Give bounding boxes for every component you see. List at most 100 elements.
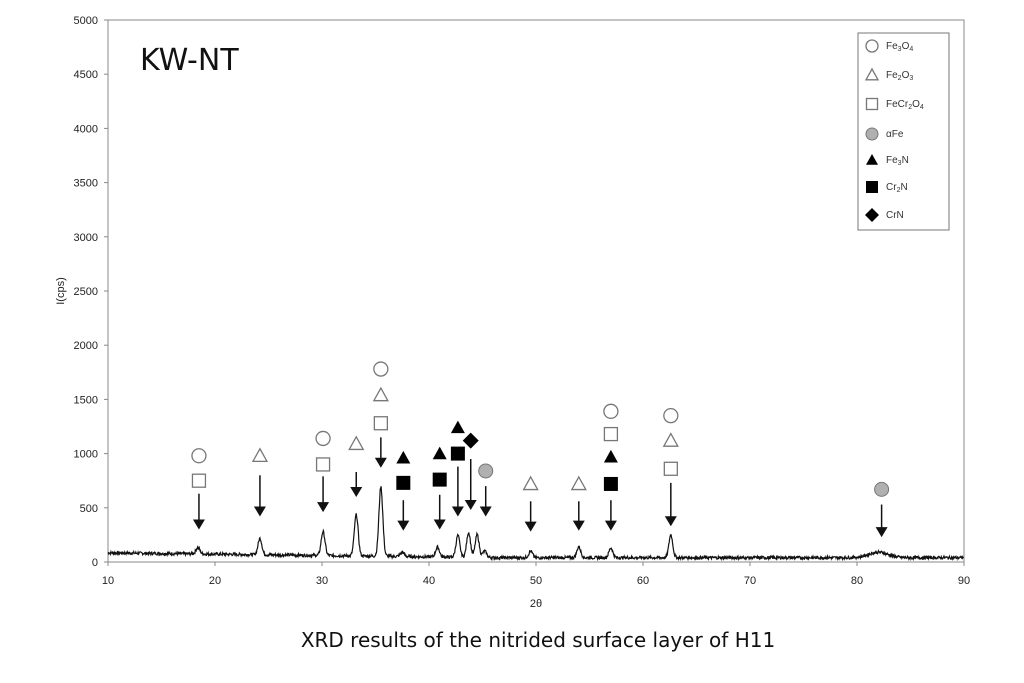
arrow-down-icon — [524, 521, 537, 532]
legend-label-subscript: 3 — [909, 75, 913, 82]
fe3n-triangle-marker — [603, 449, 618, 463]
arrow-down-icon — [464, 499, 477, 510]
fe3o4-circle-marker — [191, 448, 207, 464]
legend-label-text: O — [902, 70, 910, 81]
peak-annotation — [603, 403, 619, 531]
fe2o3-triangle-marker — [570, 475, 587, 491]
y-tick-label: 4500 — [74, 69, 98, 81]
arrow-down-icon — [192, 519, 205, 530]
arrow-down-icon — [604, 520, 617, 531]
legend-label-text: O — [912, 99, 920, 110]
cr2n-square-marker — [450, 446, 465, 461]
legend-label-text: αFe — [886, 129, 904, 140]
peak-annotation — [396, 450, 411, 531]
legend-label: Fe3O4 — [886, 41, 913, 53]
legend-label-subscript: 2 — [908, 104, 912, 111]
peak-annotation — [348, 435, 365, 497]
peak-annotation — [372, 361, 389, 468]
y-tick-label: 3500 — [74, 178, 98, 190]
fe3o4-circle-marker — [663, 408, 679, 424]
legend-label-subscript: 2 — [897, 187, 901, 194]
alpha-fe-circle-marker — [874, 481, 890, 497]
legend-label-text: O — [902, 41, 910, 52]
legend-label: αFe — [886, 129, 904, 140]
cr2n-square-marker — [432, 472, 447, 487]
fe3o4-circle-marker — [865, 39, 879, 53]
arrow-down-icon — [451, 506, 464, 517]
y-tick-label: 3000 — [74, 232, 98, 244]
peak-annotation — [432, 446, 447, 530]
arrow-down-icon — [664, 516, 677, 527]
fe3n-triangle-marker — [450, 420, 465, 434]
x-axis-label: 2θ — [530, 598, 542, 610]
fe2o3-triangle-marker — [372, 386, 389, 402]
peak-annotation — [522, 475, 539, 532]
legend-label-text: Cr — [886, 182, 897, 193]
fe2o3-triangle-marker — [251, 447, 269, 463]
fe3o4-circle-marker — [315, 430, 331, 447]
legend-label-subscript: 2 — [898, 75, 902, 82]
legend-label-subscript: 3 — [898, 160, 902, 167]
peak-annotation — [315, 430, 331, 513]
peak-annotation — [874, 481, 890, 538]
xrd-spectrum-line — [107, 486, 964, 562]
fe3o4-circle-marker — [603, 403, 619, 419]
x-tick-label: 90 — [958, 575, 970, 587]
legend-label: Fe3N — [886, 155, 909, 167]
legend-label-text: Fe — [886, 155, 898, 166]
legend-label: Cr2N — [886, 182, 908, 194]
fe2o3-triangle-marker — [864, 67, 880, 81]
chart-title: KW-NT — [140, 43, 239, 78]
fe2o3-triangle-marker — [348, 435, 365, 451]
crn-diamond-marker — [462, 432, 479, 449]
legend-label-text: Fe — [886, 70, 898, 81]
peak-annotation — [570, 475, 587, 531]
legend-label-text: FeCr — [886, 99, 909, 110]
y-tick-label: 1500 — [74, 394, 98, 406]
arrow-down-icon — [875, 527, 888, 538]
fe3o4-circle-marker — [373, 361, 389, 377]
legend-label: Fe2O3 — [886, 70, 913, 82]
y-tick-label: 500 — [80, 503, 98, 515]
legend-label-text: N — [902, 155, 909, 166]
y-tick-label: 0 — [92, 557, 98, 569]
x-tick-label: 20 — [209, 575, 221, 587]
y-tick-label: 2000 — [74, 340, 98, 352]
legend-label-subscript: 4 — [909, 46, 913, 53]
legend-label: CrN — [886, 210, 904, 221]
plot-area — [107, 19, 965, 563]
arrow-down-icon — [397, 520, 410, 531]
arrow-down-icon — [479, 506, 492, 517]
fe2o3-triangle-marker — [662, 432, 679, 447]
peak-annotation — [478, 463, 494, 517]
legend-label: FeCr2O4 — [886, 99, 924, 111]
y-tick-label: 4000 — [74, 123, 98, 135]
peak-annotation — [450, 420, 465, 517]
legend-label-subscript: 3 — [898, 46, 902, 53]
fecr2o4-square-marker — [603, 426, 619, 442]
x-tick-label: 80 — [851, 575, 863, 587]
peak-annotation — [662, 408, 679, 527]
y-tick-label: 1000 — [74, 449, 98, 461]
cr2n-square-marker — [866, 181, 878, 193]
arrow-down-icon — [350, 486, 363, 497]
x-tick-label: 60 — [637, 575, 649, 587]
arrow-down-icon — [374, 457, 387, 468]
x-tick-label: 70 — [744, 575, 756, 587]
fecr2o4-square-marker — [865, 97, 879, 111]
fecr2o4-square-marker — [315, 457, 331, 472]
arrow-down-icon — [253, 506, 266, 517]
x-tick-label: 40 — [423, 575, 435, 587]
peak-annotation — [462, 432, 479, 510]
y-axis-label: I(cps) — [55, 277, 67, 305]
legend-label-text: CrN — [886, 210, 904, 221]
alpha-fe-circle-marker — [478, 463, 494, 479]
crn-diamond-marker — [865, 208, 879, 222]
x-tick-label: 10 — [102, 575, 114, 587]
x-tick-label: 50 — [530, 575, 542, 587]
fecr2o4-square-marker — [191, 473, 207, 488]
alpha-fe-circle-marker — [865, 127, 879, 141]
fecr2o4-square-marker — [663, 461, 678, 476]
legend-label-text: Fe — [886, 41, 898, 52]
